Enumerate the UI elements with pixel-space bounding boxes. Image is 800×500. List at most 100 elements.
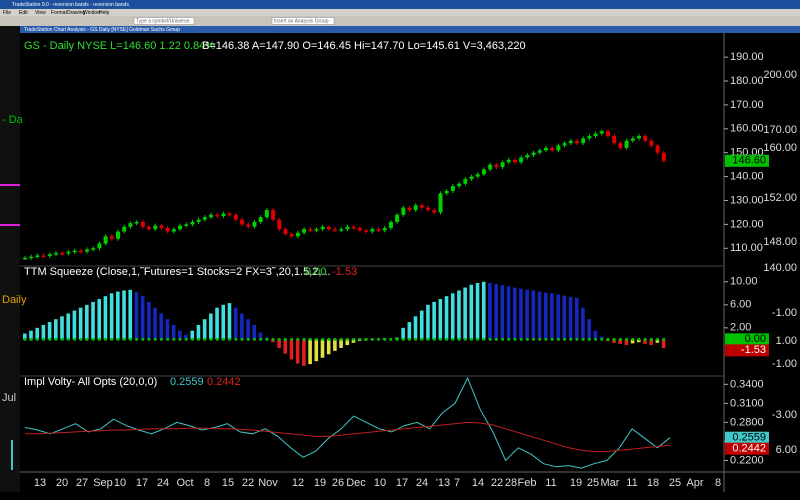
y-tick-label: 120.00: [730, 218, 764, 230]
candle: [488, 164, 493, 170]
squeeze-dot: [290, 337, 294, 341]
candle: [494, 164, 499, 168]
squeeze-dot: [470, 337, 474, 341]
squeeze-dot: [519, 337, 523, 341]
toolbar: [0, 16, 800, 26]
histogram-bar: [41, 324, 46, 340]
candle: [85, 249, 90, 252]
squeeze-dot: [643, 337, 647, 341]
squeeze-dot: [606, 337, 610, 341]
histogram-bar: [587, 319, 591, 340]
x-tick-label: 8: [715, 477, 721, 489]
candle: [531, 152, 536, 156]
symbol-box-text: Type a symbol/Universe: [136, 18, 190, 24]
squeeze-dot: [60, 337, 64, 341]
indicator-readout: 0.2442: [207, 376, 241, 388]
candle: [78, 250, 83, 253]
squeeze-dot: [662, 337, 666, 341]
indicator-title: Impl Volty- All Opts (20,0,0): [24, 376, 157, 388]
candle: [649, 140, 654, 146]
squeeze-dot: [209, 337, 213, 341]
candle: [103, 236, 108, 244]
candle: [264, 210, 269, 218]
x-tick-label: 28: [505, 477, 517, 489]
squeeze-dot: [302, 337, 306, 341]
menu-item[interactable]: View: [35, 10, 46, 16]
squeeze-dot: [203, 337, 207, 341]
menu-item[interactable]: Drawing: [67, 10, 86, 16]
menu-item[interactable]: Format: [51, 10, 67, 16]
group-box[interactable]: [271, 17, 335, 25]
y-tick-label: 0.3100: [730, 397, 764, 409]
histogram-bar: [550, 293, 554, 340]
candle: [140, 221, 145, 227]
menu-item[interactable]: Help: [99, 10, 110, 16]
histogram-bar: [78, 307, 83, 340]
squeeze-dot: [153, 337, 157, 341]
histogram-bar: [574, 297, 579, 340]
squeeze-dot: [501, 337, 505, 341]
x-tick-label: 24: [416, 477, 428, 489]
menu-item[interactable]: Window: [83, 10, 101, 16]
histogram-bar: [72, 310, 77, 340]
histogram-bar: [426, 304, 430, 340]
candle: [605, 131, 610, 136]
candle: [240, 219, 245, 225]
histogram-bar: [525, 289, 529, 340]
histogram-bar: [47, 322, 52, 340]
histogram-bar: [612, 339, 616, 343]
y-tick-label: 160.00: [730, 123, 764, 135]
symbol-box[interactable]: [133, 17, 195, 25]
squeeze-dot: [48, 337, 52, 341]
histogram-bar: [531, 290, 536, 340]
squeeze-dot: [482, 337, 486, 341]
candle: [345, 226, 350, 230]
candle: [500, 162, 505, 168]
squeeze-dot: [513, 337, 517, 341]
menu-item[interactable]: File: [3, 10, 11, 16]
x-tick-label: 24: [157, 477, 169, 489]
candle: [457, 183, 462, 187]
squeeze-dot: [370, 337, 374, 341]
x-tick-label: 22: [491, 477, 503, 489]
candle: [271, 210, 276, 220]
x-tick-label: 11: [626, 477, 637, 489]
histogram-bar: [202, 319, 207, 340]
candle: [35, 255, 40, 257]
left-strip-label: - Da: [2, 114, 24, 126]
menu-item[interactable]: Edit: [19, 10, 28, 16]
squeeze-dot: [66, 337, 70, 341]
squeeze-dot: [240, 337, 244, 341]
candle: [537, 150, 542, 153]
x-tick-label: Sep: [93, 477, 113, 489]
squeeze-dot: [594, 337, 598, 341]
candle: [543, 147, 548, 151]
candle: [283, 229, 288, 234]
squeeze-dot: [283, 337, 287, 341]
outer-scale-label: -1.00: [772, 307, 797, 319]
candle: [401, 207, 406, 215]
histogram-bar: [85, 304, 89, 340]
squeeze-dot: [563, 337, 567, 341]
histogram-bar: [661, 339, 666, 349]
candle: [376, 229, 381, 231]
candle: [202, 217, 207, 220]
volatility-line: [24, 376, 671, 469]
left-strip: [0, 26, 20, 492]
x-tick-label: 10: [114, 477, 126, 489]
candle: [47, 254, 52, 256]
histogram-bar: [153, 307, 157, 340]
squeeze-dot: [296, 337, 300, 341]
squeeze-dot: [85, 337, 89, 341]
candle: [54, 253, 59, 255]
squeeze-dot: [228, 337, 232, 341]
candle: [233, 214, 238, 220]
candle: [643, 135, 648, 141]
candle: [574, 140, 579, 144]
candle: [302, 229, 307, 233]
histogram-bar: [227, 303, 232, 340]
histogram-bar: [339, 339, 343, 348]
candle: [97, 243, 102, 249]
candle: [209, 214, 214, 218]
candle: [413, 205, 418, 211]
